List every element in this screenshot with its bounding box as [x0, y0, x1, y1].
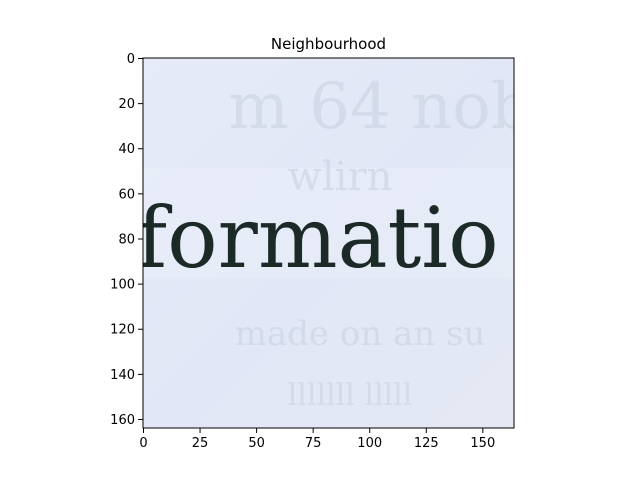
svg-text:wlirn: wlirn	[288, 154, 393, 200]
y-tick-label: 0	[127, 52, 135, 67]
y-tick-label: 40	[118, 142, 135, 157]
y-axis: 0 20 40 60 80 100 120 140 160	[110, 52, 143, 428]
y-tick-label: 80	[118, 232, 135, 247]
plot-frame	[142, 57, 515, 429]
y-tick-label: 120	[110, 323, 135, 338]
x-tick-label: 75	[305, 436, 322, 451]
x-tick-label: 50	[248, 436, 265, 451]
x-tick-label: 150	[470, 436, 495, 451]
svg-text:made on an su: made on an su	[235, 314, 486, 354]
y-tick-label: 140	[110, 368, 135, 383]
x-tick-label: 0	[139, 436, 147, 451]
paper-band	[143, 168, 514, 278]
x-tick-label: 125	[414, 436, 439, 451]
svg-text:m 64 nob: m 64 nob	[228, 70, 532, 144]
y-tick-label: 20	[118, 97, 135, 112]
y-tick-label: 100	[110, 278, 135, 293]
image-content: m 64 nob wlirn made on an su lllllll lll…	[136, 58, 532, 428]
x-tick-label: 25	[192, 436, 209, 451]
svg-text:lllllll lllll: lllllll lllll	[288, 378, 413, 413]
bleed-through-text: m 64 nob wlirn made on an su lllllll lll…	[228, 70, 532, 413]
chart-title: Neighbourhood	[271, 35, 386, 53]
document-word: formatio	[136, 189, 499, 287]
y-tick-label: 160	[110, 413, 135, 428]
x-axis: 0 25 50 75 100 125 150	[139, 428, 495, 451]
y-tick-label: 60	[118, 187, 135, 202]
x-tick-label: 100	[357, 436, 382, 451]
